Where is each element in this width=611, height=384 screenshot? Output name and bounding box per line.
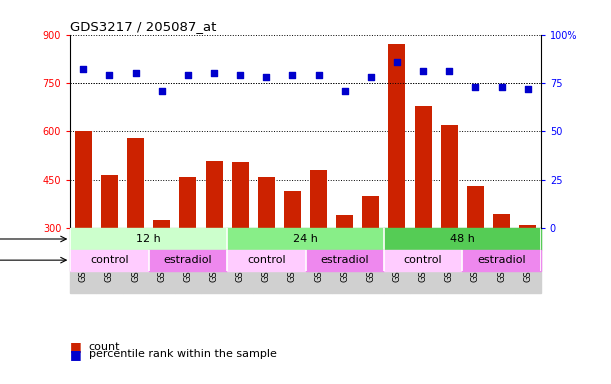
Bar — [70, 228, 97, 293]
Bar — [180, 177, 196, 325]
Point — [262, 74, 271, 80]
Text: 24 h: 24 h — [293, 234, 318, 244]
Point — [235, 72, 245, 78]
Point — [366, 74, 376, 80]
Bar — [410, 228, 436, 293]
Bar — [384, 228, 410, 293]
Bar — [153, 220, 170, 325]
Bar — [519, 225, 536, 325]
Bar — [436, 228, 463, 293]
Point — [209, 70, 219, 76]
Bar — [232, 162, 249, 325]
Bar — [101, 175, 118, 325]
Text: percentile rank within the sample: percentile rank within the sample — [89, 349, 276, 359]
Text: GDS3217 / 205087_at: GDS3217 / 205087_at — [70, 20, 217, 33]
Bar — [384, 228, 541, 250]
Point — [523, 86, 533, 92]
Point — [340, 88, 349, 94]
Bar — [70, 250, 148, 271]
Text: ■: ■ — [70, 348, 82, 361]
Bar — [336, 215, 353, 325]
Bar — [227, 228, 384, 250]
Bar — [306, 250, 384, 271]
Point — [104, 72, 114, 78]
Bar — [441, 125, 458, 325]
Bar — [97, 228, 123, 293]
Text: control: control — [90, 255, 129, 265]
Bar — [227, 228, 253, 293]
Text: estradiol: estradiol — [164, 255, 212, 265]
Bar — [384, 250, 463, 271]
Point — [470, 84, 480, 90]
Text: control: control — [404, 255, 442, 265]
Bar — [514, 228, 541, 293]
Text: ■: ■ — [70, 340, 82, 353]
Bar — [205, 161, 222, 325]
Point — [78, 66, 88, 73]
Bar — [75, 131, 92, 325]
Text: estradiol: estradiol — [477, 255, 526, 265]
Text: count: count — [89, 342, 120, 352]
Bar — [148, 250, 227, 271]
Point — [157, 88, 167, 94]
Bar — [284, 191, 301, 325]
Point — [131, 70, 141, 76]
Point — [183, 72, 193, 78]
Text: control: control — [247, 255, 285, 265]
Bar — [227, 250, 306, 271]
Bar — [463, 228, 488, 293]
Point — [313, 72, 323, 78]
Bar — [358, 228, 384, 293]
Bar — [253, 228, 279, 293]
Bar — [127, 138, 144, 325]
Point — [444, 68, 454, 74]
Bar — [279, 228, 306, 293]
Bar — [488, 228, 514, 293]
Bar — [310, 170, 327, 325]
Bar — [389, 44, 406, 325]
Bar — [258, 177, 275, 325]
Point — [288, 72, 298, 78]
Bar — [123, 228, 148, 293]
Text: 12 h: 12 h — [136, 234, 161, 244]
Bar — [201, 228, 227, 293]
Bar — [175, 228, 201, 293]
Bar — [332, 228, 358, 293]
Text: estradiol: estradiol — [320, 255, 369, 265]
Bar — [463, 250, 541, 271]
Bar — [362, 196, 379, 325]
Bar — [467, 186, 484, 325]
Bar — [306, 228, 332, 293]
Text: 48 h: 48 h — [450, 234, 475, 244]
Bar — [493, 214, 510, 325]
Point — [497, 84, 507, 90]
Bar — [148, 228, 175, 293]
Point — [392, 59, 402, 65]
Bar — [70, 228, 227, 250]
Point — [418, 68, 428, 74]
Bar — [415, 106, 431, 325]
